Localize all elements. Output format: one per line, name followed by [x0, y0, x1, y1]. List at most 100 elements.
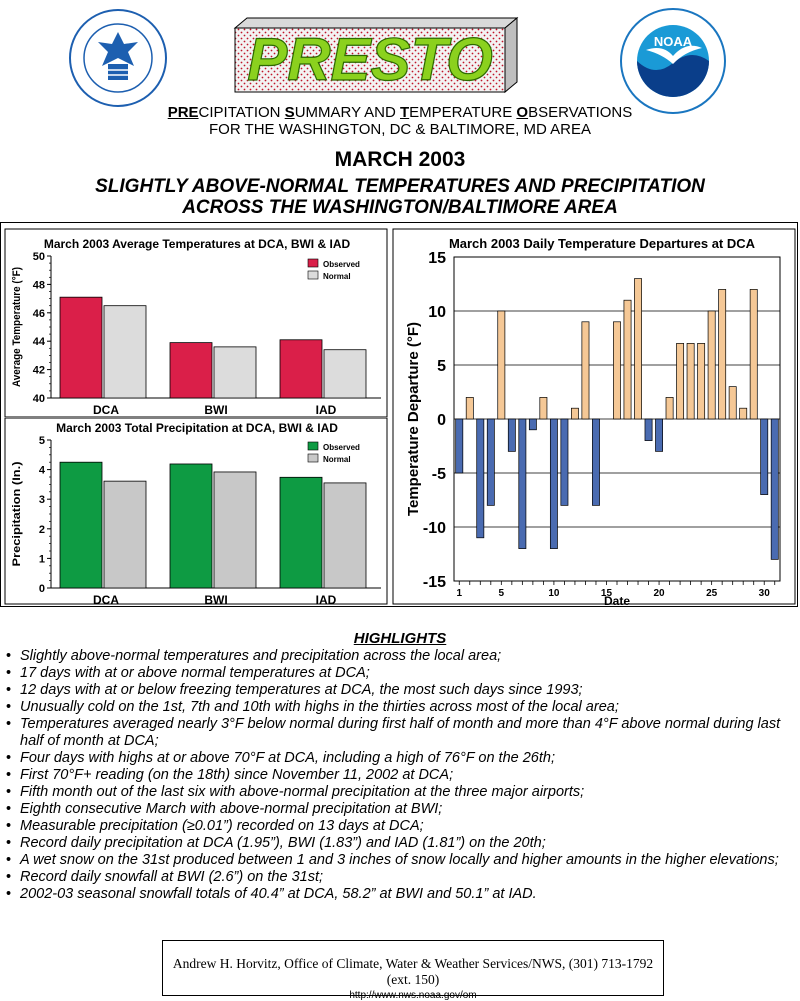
subtitle-initial: O: [516, 104, 529, 121]
y-tick-label: 42: [33, 365, 45, 377]
bar-positive: [623, 299, 632, 420]
highlight-item: Fifth month out of the last six with abo…: [4, 784, 796, 801]
bar-positive: [571, 407, 579, 420]
subtitle-word: EMPERATURE: [409, 104, 517, 121]
legend-swatch: [307, 258, 319, 268]
subtitle-word: UMMARY AND: [294, 104, 400, 121]
svg-text:NOAA: NOAA: [654, 34, 693, 49]
bar-negative: [644, 418, 653, 441]
bar-negative: [507, 418, 516, 452]
page-subtitle-area: FOR THE WASHINGTON, DC & BALTIMORE, MD A…: [209, 121, 591, 138]
bar-negative: [560, 418, 569, 506]
bar-negative: [528, 418, 537, 431]
bar-observed: [169, 463, 213, 589]
headline-line-1: SLIGHTLY ABOVE-NORMAL TEMPERATURES AND P…: [95, 176, 705, 197]
y-tick-label: 50: [33, 251, 45, 263]
x-category-label: BWI: [204, 593, 227, 607]
bar-observed: [169, 342, 213, 399]
bar-negative: [655, 418, 663, 452]
bar-observed: [279, 476, 323, 589]
bar-normal: [213, 471, 257, 589]
bar-positive: [676, 343, 685, 420]
bar-positive: [697, 343, 706, 420]
y-tick-label: 0: [437, 412, 446, 429]
subtitle-word: CIPITATION: [198, 104, 285, 121]
subtitle-initial: PRE: [167, 104, 199, 121]
y-axis-label: Average Temperature (°F): [11, 267, 23, 387]
y-tick-label: 44: [33, 336, 46, 348]
y-tick-label: -5: [432, 466, 446, 483]
highlight-item: Measurable precipitation (≥0.01”) record…: [4, 818, 796, 835]
bar-positive: [581, 321, 590, 420]
highlight-item: Record daily snowfall at BWI (2.6”) on t…: [4, 869, 796, 886]
charts-panel: March 2003 Average Temperatures at DCA, …: [0, 222, 798, 608]
svg-text:PRESTO: PRESTO: [247, 26, 493, 93]
bar-negative: [770, 418, 779, 560]
highlight-item: Eighth consecutive March with above-norm…: [4, 801, 796, 818]
y-tick-label: 2: [39, 524, 45, 536]
legend-label: Normal: [323, 455, 351, 464]
chart-title: March 2003 Daily Temperature Departures …: [449, 236, 756, 251]
chart-title: March 2003 Total Precipitation at DCA, B…: [56, 421, 338, 435]
y-axis-label: Temperature Departure (°F): [405, 322, 422, 516]
highlight-item: Slightly above-normal temperatures and p…: [4, 648, 796, 665]
x-tick-label: 20: [654, 588, 666, 599]
y-tick-label: 5: [437, 358, 446, 375]
bar-observed: [279, 339, 323, 399]
x-tick-label: 1: [456, 588, 462, 599]
y-tick-label: 40: [33, 393, 45, 405]
bar-negative: [760, 418, 769, 495]
highlight-item: Temperatures averaged nearly 3°F below n…: [4, 716, 796, 750]
bar-observed: [59, 461, 103, 589]
bar-positive: [749, 289, 758, 420]
x-tick-label: 25: [706, 588, 718, 599]
bar-normal: [103, 305, 147, 399]
bar-positive: [634, 278, 642, 420]
footer-author: Andrew H. Horvitz, Office of Climate, Wa…: [172, 956, 654, 987]
x-category-label: DCA: [93, 593, 119, 607]
y-tick-label: 10: [428, 304, 446, 321]
highlight-item: First 70°F+ reading (on the 18th) since …: [4, 767, 796, 784]
bar-positive: [728, 386, 737, 420]
x-tick-label: 10: [548, 588, 560, 599]
bar-observed: [59, 296, 103, 399]
x-category-label: IAD: [316, 403, 337, 417]
y-axis-label: Precipitation (In.): [11, 461, 23, 566]
x-tick-label: 15: [601, 588, 613, 599]
y-tick-label: 46: [33, 308, 45, 320]
legend-label: Observed: [323, 260, 360, 269]
bar-negative: [476, 418, 485, 539]
y-tick-label: 48: [33, 279, 45, 291]
bar-positive: [739, 407, 748, 420]
daily-departure-chart: March 2003 Daily Temperature Departures …: [392, 228, 796, 608]
page-title: MARCH 2003: [334, 148, 466, 171]
subtitle-initial: T: [400, 104, 410, 121]
bar-positive: [686, 343, 695, 420]
chart-frame: [4, 418, 388, 605]
highlight-item: Record daily precipitation at DCA (1.95”…: [4, 835, 796, 852]
page-subtitle: PRECIPITATION SUMMARY AND TEMPERATURE OB…: [0, 104, 800, 122]
bar-negative: [455, 418, 464, 474]
highlights-title: HIGHLIGHTS: [353, 630, 447, 647]
highlight-item: A wet snow on the 31st produced between …: [4, 852, 796, 869]
highlight-item: 12 days with at or below freezing temper…: [4, 682, 796, 699]
x-axis-label: Date: [604, 594, 630, 608]
avg-temperature-chart: March 2003 Average Temperatures at DCA, …: [4, 228, 388, 418]
bar-negative: [549, 418, 558, 549]
y-tick-label: 1: [39, 553, 45, 565]
x-tick-label: 5: [499, 588, 505, 599]
chart-title: March 2003 Average Temperatures at DCA, …: [44, 237, 351, 251]
y-tick-label: 0: [39, 583, 45, 595]
bar-positive: [665, 397, 674, 420]
legend-swatch: [307, 270, 319, 280]
bar-negative: [518, 418, 527, 549]
bar-positive: [465, 397, 474, 420]
highlight-item: Four days with highs at or above 70°F at…: [4, 750, 796, 767]
highlight-item: 2002-03 seasonal snowfall totals of 40.4…: [4, 886, 796, 903]
y-tick-label: 5: [39, 435, 45, 447]
bar-positive: [539, 397, 548, 420]
bar-normal: [323, 482, 367, 589]
highlight-item: 17 days with at or above normal temperat…: [4, 665, 796, 682]
footer-url[interactable]: http://www.nws.noaa.gov/om: [349, 990, 477, 1001]
subtitle-word: BSERVATIONS: [528, 104, 633, 121]
